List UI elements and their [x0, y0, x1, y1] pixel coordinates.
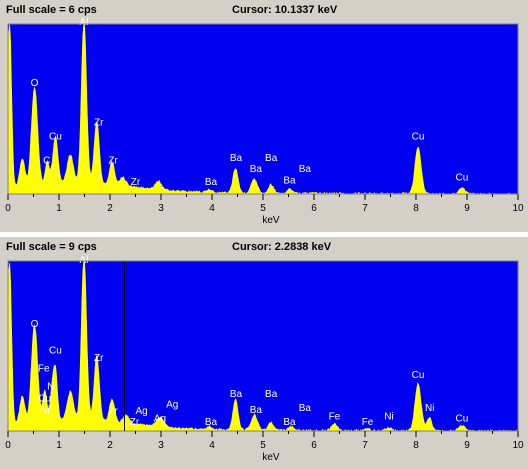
x-tick-label: 7: [362, 440, 368, 451]
peak-label: O: [31, 319, 39, 330]
peak-label: Zr: [108, 156, 118, 167]
peak-label: Ba: [230, 389, 243, 400]
peak-label: Ni: [425, 403, 434, 414]
peak-label: Ba: [299, 164, 312, 175]
x-axis: 0 1 2 3 4 5 6 7 8 9 10: [5, 431, 524, 451]
x-tick-label: 6: [311, 203, 317, 214]
x-axis-label: keV: [262, 215, 280, 226]
x-axis-label: keV: [262, 452, 280, 463]
x-tick-label: 2: [107, 440, 113, 451]
peak-label: Fe: [362, 417, 374, 428]
peak-label: O: [31, 78, 39, 89]
peak-label: Zr: [94, 353, 104, 364]
cursor-readout: Cursor: 2.2838 keV: [232, 241, 332, 253]
x-tick-label: 9: [464, 440, 470, 451]
peak-label: Ba: [205, 417, 218, 428]
spectrum-panel-2: Full scale = 9 cps Cursor: 2.2838 keV O F…: [0, 237, 528, 469]
peak-label: Cu: [412, 370, 425, 381]
x-tick-label: 5: [260, 440, 266, 451]
full-scale-label: Full scale = 9 cps: [6, 241, 97, 253]
peak-label: Ba: [265, 153, 278, 164]
peak-label: Ag: [136, 406, 148, 417]
spectrum-series: [7, 260, 519, 432]
peak-label: Ag: [154, 413, 166, 424]
peak-label: Ni: [40, 405, 49, 416]
peak-label: Cu: [49, 345, 62, 356]
peak-label: Ba: [230, 153, 243, 164]
peak-label: Ni: [384, 412, 393, 423]
peak-label: Ba: [250, 164, 263, 175]
peak-label: Cu: [456, 173, 469, 184]
x-tick-label: 4: [209, 440, 215, 451]
x-tick-label: 6: [311, 440, 317, 451]
x-tick-label: 0: [5, 203, 11, 214]
x-tick-label: 1: [56, 203, 62, 214]
peak-label: Cu: [412, 132, 425, 143]
peak-label: Cu: [38, 394, 51, 405]
x-tick-label: 1: [56, 440, 62, 451]
x-tick-label: 2: [107, 203, 113, 214]
peak-label: Ba: [299, 403, 312, 414]
x-tick-label: 3: [158, 203, 164, 214]
x-tick-label: 8: [413, 440, 419, 451]
cursor-readout: Cursor: 10.1337 keV: [232, 4, 338, 16]
x-tick-label: 8: [413, 203, 419, 214]
x-tick-label: 10: [512, 203, 524, 214]
full-scale-label: Full scale = 6 cps: [6, 4, 97, 16]
x-tick-label: 9: [464, 203, 470, 214]
peak-label: C: [43, 156, 50, 167]
x-tick-label: 7: [362, 203, 368, 214]
x-tick-label: 4: [209, 203, 215, 214]
peak-label: Al: [80, 17, 89, 28]
peak-label: Fe: [329, 412, 341, 423]
peak-label: Zr: [108, 406, 118, 417]
x-tick-label: 3: [158, 440, 164, 451]
peak-label: Fe: [38, 363, 50, 374]
peak-label: Ag: [166, 399, 178, 410]
panel-separator: [0, 232, 528, 237]
peak-label: Ba: [250, 405, 263, 416]
x-tick-label: 5: [260, 203, 266, 214]
peak-label: Zr: [94, 117, 104, 128]
peak-label: Ba: [205, 177, 218, 188]
spectrum-plot-2[interactable]: OFeCuNiCuNiAlZrZrZrAgAgAgBaBaBaBaBaBaFeF…: [0, 255, 528, 469]
spectrum-panel-1: Full scale = 6 cps Cursor: 10.1337 keV O…: [0, 0, 528, 232]
peak-label: Ba: [283, 417, 296, 428]
x-tick-label: 10: [512, 440, 524, 451]
x-tick-label: 0: [5, 440, 11, 451]
x-axis: 0 1 2 3 4 5 6 7 8 9 10: [5, 194, 524, 214]
peak-label: Zr: [130, 417, 140, 428]
peak-label: Al: [80, 255, 89, 266]
peak-label: Cu: [49, 132, 62, 143]
peak-label: Ba: [283, 176, 296, 187]
peak-label: Zr: [131, 177, 141, 188]
peak-label: Ni: [47, 381, 56, 392]
peak-label: Cu: [456, 413, 469, 424]
peak-label: Ba: [265, 389, 278, 400]
